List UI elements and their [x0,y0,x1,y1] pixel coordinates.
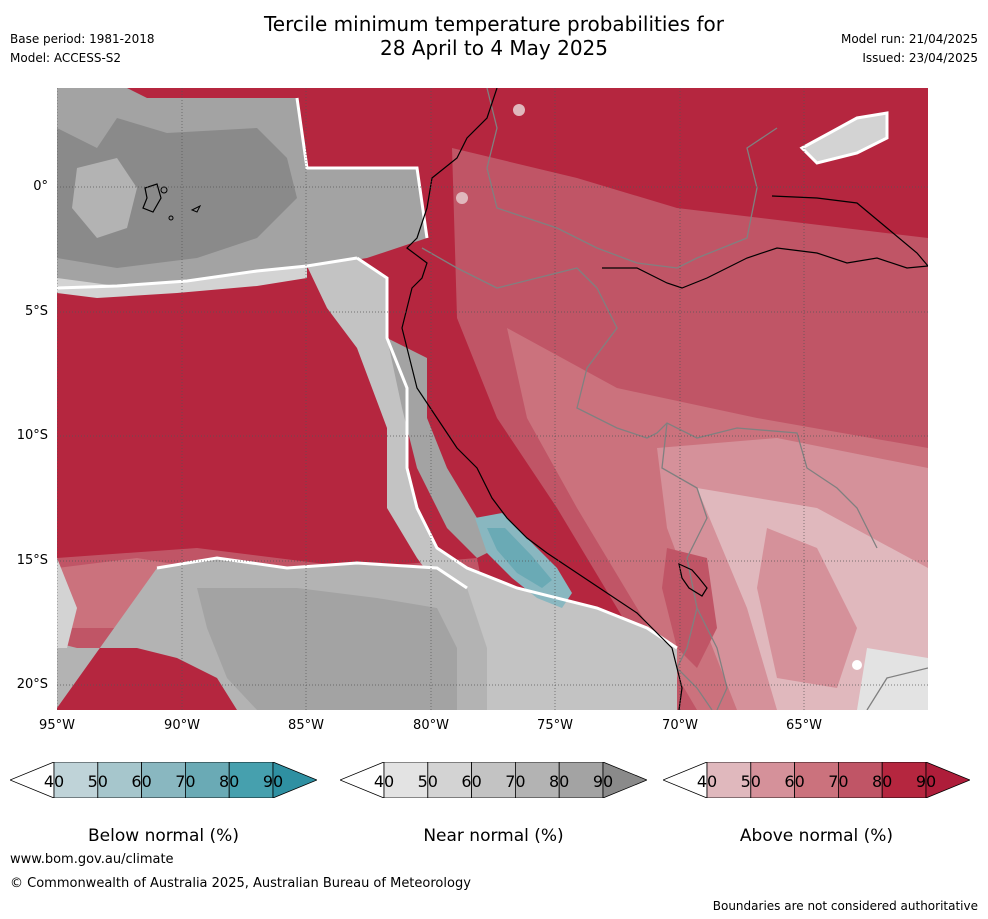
bolivia-above-50-patch [757,528,857,688]
above-normal-over-triangle [925,762,970,798]
title-line-2: 28 April to 4 May 2025 [380,36,608,60]
lon-label-75w: 75°W [537,718,573,733]
below-normal-tick-label: 80 [219,772,240,791]
contour-line-north [57,256,358,290]
lat-label-20s: 20°S [16,677,48,692]
footer-url[interactable]: www.bom.gov.au/climate [10,852,174,867]
country-border-peru-bolivia [661,422,708,669]
near-normal-colorbar [340,762,647,798]
galapagos-islet-3 [190,204,202,213]
above-normal-colorbar-segment [750,762,796,798]
above-normal-colorbar-segment [794,762,839,798]
contour-line-south [156,556,468,590]
above-normal-title: Above normal (%) [739,826,894,846]
country-border-colombia-brazil [486,88,778,269]
near-normal-tick-label: 40 [373,772,395,791]
country-border-chile-bolivia [676,667,713,710]
issued-date: Issued: 23/04/2025 [862,51,978,65]
south-west-edge-patch [57,558,77,648]
below-normal-tick-label: 90 [262,772,284,791]
southeast-low-probability-spot [852,660,862,670]
near-normal-tick-label: 90 [592,772,614,791]
lon-label-70w: 70°W [662,718,698,733]
near-normal-over-triangle [602,762,647,798]
south-east-near-normal-patch [857,648,928,710]
lon-label-95w: 95°W [39,718,75,733]
lat-label-10s: 10°S [16,428,48,443]
below-normal-colorbar [10,762,317,798]
north-east-near-normal-patch [802,113,887,163]
ocean-above-normal-spot [456,192,468,204]
above-normal-colorbar-segment [837,762,883,798]
near-normal-tick-label: 70 [505,772,526,791]
title-line-1: Tercile minimum temperature probabilitie… [263,12,725,36]
below-normal-tick-label: 50 [87,772,108,791]
near-normal-tick-label: 50 [417,772,438,791]
near-normal-tick-label: 80 [549,772,570,791]
country-border-paraguay [866,667,928,710]
above-normal-tick-label: 50 [740,772,761,791]
galapagos-isabela [142,183,162,213]
below-normal-colorbar-segment [228,762,274,798]
peru-south-above-70-patch [662,548,717,668]
country-border-bolivia-south [696,607,728,710]
map-title: Tercile minimum temperature probabilitie… [0,12,988,60]
above-normal-colorbar [663,762,970,798]
graticule [57,88,928,710]
rio-negro [771,195,928,267]
below-normal-tick-label: 70 [175,772,196,791]
above-normal-tick-label: 80 [872,772,893,791]
below-normal-70-core [487,528,552,588]
near-normal-title: Near normal (%) [423,826,564,846]
lake-titicaca [678,562,708,597]
lat-label-15s: 15°S [16,553,48,568]
below-normal-over-triangle [272,762,317,798]
south-ocean-near-normal-80-core [197,588,457,710]
below-normal-title: Below normal (%) [88,826,239,846]
amazon-river [602,247,928,289]
contour-line-coastal [356,256,678,650]
country-border-ecuador-peru [421,247,598,289]
contour-line-northwest [295,97,429,239]
lon-label-65w: 65°W [786,718,822,733]
coastal-near-normal-80-patch [387,338,497,558]
lon-label-90w: 90°W [164,718,200,733]
footer-copyright: © Commonwealth of Australia 2025, Austra… [10,876,471,891]
galapagos-near-normal-patch [72,158,137,238]
below-normal-colorbar-segment [184,762,230,798]
probability-map [57,88,928,710]
lon-label-85w: 85°W [288,718,324,733]
galapagos-islet-1 [160,186,168,194]
below-normal-colorbar-segment [97,762,143,798]
below-normal-tick-label: 60 [131,772,152,791]
below-normal-tick-label: 40 [43,772,65,791]
lon-label-80w: 80°W [413,718,449,733]
near-normal-colorbar-segment [383,762,429,798]
galapagos-islet-2 [168,215,174,221]
footer-disclaimer: Boundaries are not considered authoritat… [712,899,978,913]
above-normal-tick-label: 70 [828,772,849,791]
northern-above-normal-spot [513,104,525,116]
base-period: Base period: 1981-2018 [10,32,155,46]
above-normal-colorbar-segment [881,762,927,798]
near-normal-colorbar-segment [558,762,604,798]
lat-label-0: 0° [33,179,48,194]
above-normal-tick-label: 90 [915,772,937,791]
coastline [401,88,683,710]
above-normal-tick-label: 40 [696,772,718,791]
contour-line-northeast [799,111,889,165]
near-normal-tick-label: 60 [461,772,482,791]
model-name: Model: ACCESS-S2 [10,51,122,65]
above-normal-tick-label: 60 [784,772,805,791]
lat-label-5s: 5°S [24,304,48,319]
model-run: Model run: 21/04/2025 [840,32,978,46]
